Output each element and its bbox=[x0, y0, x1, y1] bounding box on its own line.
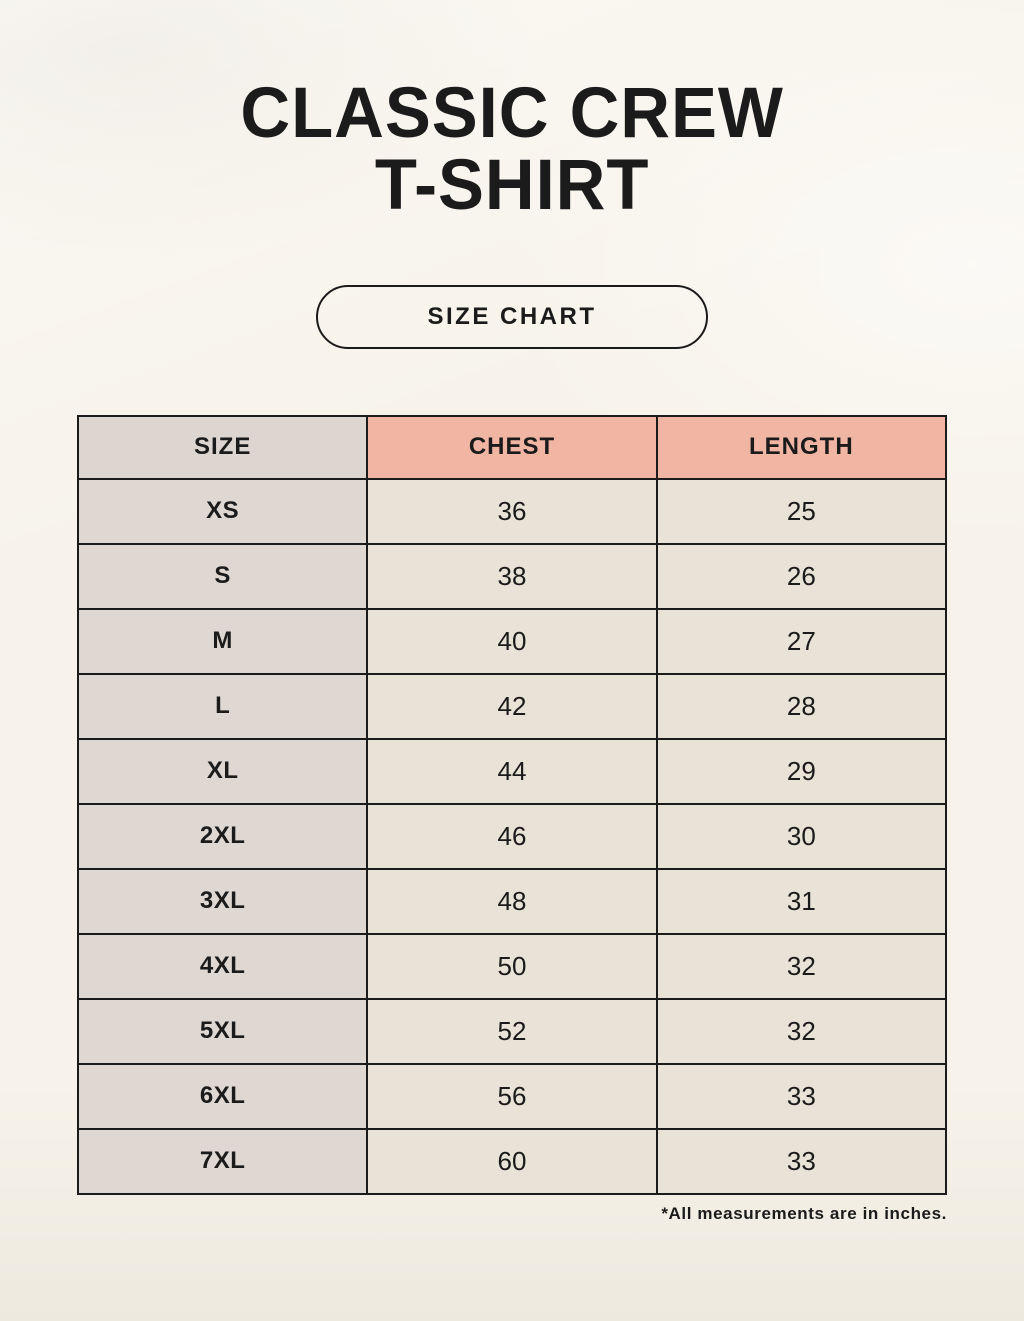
column-header-chest: CHEST bbox=[366, 414, 658, 480]
table-row: M 40 27 bbox=[76, 607, 948, 675]
length-cell: 29 bbox=[655, 737, 948, 805]
page-title: CLASSIC CREW T-SHIRT bbox=[240, 77, 783, 226]
size-table-body: XS 36 25 S 38 26 M 40 27 L 42 28 XL 44 29 2XL 46 30 3XL 48 3… bbox=[76, 477, 948, 1195]
length-cell: 33 bbox=[655, 1127, 948, 1195]
size-cell: 5XL bbox=[76, 997, 369, 1065]
size-cell: 2XL bbox=[76, 802, 369, 870]
size-cell: 7XL bbox=[76, 1127, 369, 1195]
length-cell: 32 bbox=[655, 932, 948, 1000]
chest-cell: 50 bbox=[366, 932, 658, 1000]
length-cell: 27 bbox=[655, 607, 948, 675]
chest-cell: 42 bbox=[366, 672, 658, 740]
length-cell: 25 bbox=[655, 477, 948, 545]
table-row: 4XL 50 32 bbox=[76, 932, 948, 1000]
table-row: 3XL 48 31 bbox=[76, 867, 948, 935]
length-cell: 30 bbox=[655, 802, 948, 870]
size-cell: 4XL bbox=[76, 932, 369, 1000]
size-cell: 6XL bbox=[76, 1062, 369, 1130]
chest-cell: 60 bbox=[366, 1127, 658, 1195]
length-cell: 28 bbox=[655, 672, 948, 740]
table-row: XS 36 25 bbox=[76, 477, 948, 545]
size-cell: XL bbox=[76, 737, 369, 805]
size-cell: S bbox=[76, 542, 369, 610]
table-row: 7XL 60 33 bbox=[76, 1127, 948, 1195]
column-header-size: SIZE bbox=[76, 414, 369, 480]
size-chart-button[interactable]: SIZE CHART bbox=[316, 284, 708, 349]
table-row: L 42 28 bbox=[76, 672, 948, 740]
chest-cell: 38 bbox=[366, 542, 658, 610]
length-cell: 32 bbox=[655, 997, 948, 1065]
page-title-line2: T-SHIRT bbox=[374, 146, 650, 226]
header-row: SIZE CHEST LENGTH bbox=[76, 414, 948, 480]
length-cell: 33 bbox=[655, 1062, 948, 1130]
size-table: SIZE CHEST LENGTH XS 36 25 S 38 26 M 40 27 L 42 28 X… bbox=[76, 414, 948, 1195]
chest-cell: 44 bbox=[366, 737, 658, 805]
chest-cell: 46 bbox=[366, 802, 658, 870]
size-cell: M bbox=[76, 607, 369, 675]
table-row: 6XL 56 33 bbox=[76, 1062, 948, 1130]
table-row: 2XL 46 30 bbox=[76, 802, 948, 870]
chest-cell: 40 bbox=[366, 607, 658, 675]
size-table-header: SIZE CHEST LENGTH bbox=[76, 414, 948, 480]
length-cell: 26 bbox=[655, 542, 948, 610]
measurements-footnote: *All measurements are in inches. bbox=[661, 1203, 947, 1223]
table-row: XL 44 29 bbox=[76, 737, 948, 805]
chest-cell: 48 bbox=[366, 867, 658, 935]
size-cell: XS bbox=[76, 477, 369, 545]
page-title-line1: CLASSIC CREW bbox=[240, 74, 784, 153]
length-cell: 31 bbox=[655, 867, 948, 935]
table-row: 5XL 52 32 bbox=[76, 997, 948, 1065]
table-row: S 38 26 bbox=[76, 542, 948, 610]
size-cell: 3XL bbox=[76, 867, 369, 935]
chest-cell: 36 bbox=[366, 477, 658, 545]
chest-cell: 56 bbox=[366, 1062, 658, 1130]
column-header-length: LENGTH bbox=[655, 414, 948, 480]
chest-cell: 52 bbox=[366, 997, 658, 1065]
size-table-container: SIZE CHEST LENGTH XS 36 25 S 38 26 M 40 27 L 42 28 X… bbox=[76, 414, 948, 1195]
size-cell: L bbox=[76, 672, 369, 740]
